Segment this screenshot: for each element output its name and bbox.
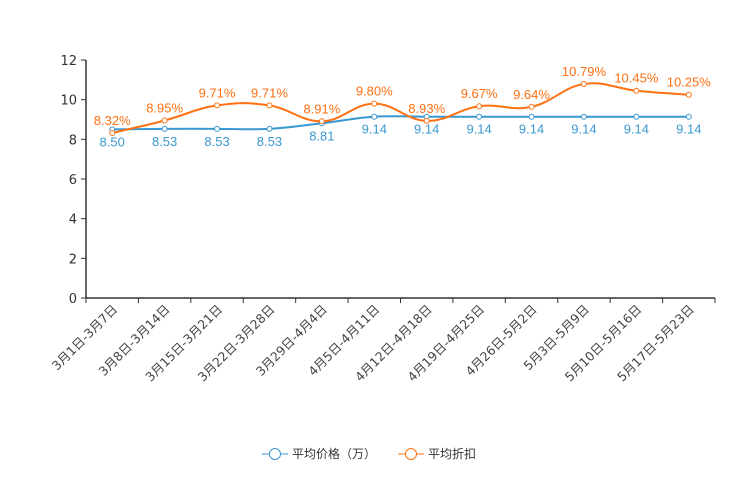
- data-point: [371, 100, 378, 107]
- data-label: 9.71%: [251, 85, 288, 100]
- data-point: [633, 87, 640, 94]
- data-point: [633, 113, 640, 120]
- data-label: 8.32%: [94, 113, 131, 128]
- legend-marker[interactable]: [405, 448, 417, 460]
- data-label: 8.81: [309, 128, 334, 143]
- data-label: 9.14: [519, 122, 544, 137]
- data-label: 8.53: [204, 134, 229, 149]
- data-point: [580, 113, 587, 120]
- y-tick-label: 4: [69, 213, 77, 228]
- data-label: 8.53: [257, 134, 282, 149]
- data-label: 8.91%: [303, 101, 340, 116]
- data-point: [266, 125, 273, 132]
- data-point: [266, 102, 273, 109]
- data-label: 9.80%: [356, 84, 393, 99]
- y-tick-label: 10: [60, 94, 77, 109]
- data-point: [318, 118, 325, 125]
- data-label: 9.67%: [461, 86, 498, 101]
- y-tick-label: 8: [69, 133, 77, 148]
- data-label: 10.25%: [667, 75, 712, 90]
- series-line: [112, 115, 689, 131]
- data-label: 9.14: [676, 122, 701, 137]
- data-point: [476, 113, 483, 120]
- data-point: [528, 103, 535, 110]
- data-point: [214, 125, 221, 132]
- data-label: 9.14: [571, 122, 596, 137]
- data-label: 9.71%: [199, 85, 236, 100]
- data-point: [371, 113, 378, 120]
- y-tick-label: 0: [69, 292, 77, 307]
- legend-marker[interactable]: [269, 448, 281, 460]
- data-point: [685, 113, 692, 120]
- data-label: 9.14: [362, 122, 387, 137]
- legend-label[interactable]: 平均价格（万）: [292, 446, 376, 461]
- data-label: 10.79%: [562, 64, 607, 79]
- data-point: [214, 102, 221, 109]
- y-tick-label: 2: [69, 252, 77, 267]
- data-point: [161, 125, 168, 132]
- data-label: 9.14: [414, 122, 439, 137]
- data-label: 9.64%: [513, 87, 550, 102]
- data-point: [476, 103, 483, 110]
- data-point: [580, 80, 587, 87]
- legend-label[interactable]: 平均折扣: [428, 446, 476, 461]
- data-label: 8.95%: [146, 100, 183, 115]
- data-label: 10.45%: [614, 71, 659, 86]
- series-line: [111, 82, 689, 134]
- data-point: [109, 129, 116, 136]
- y-tick-label: 6: [69, 173, 77, 188]
- data-point: [423, 117, 430, 124]
- data-point: [161, 117, 168, 124]
- data-label: 8.53: [152, 134, 177, 149]
- data-point: [685, 91, 692, 98]
- data-label: 9.14: [624, 122, 649, 137]
- data-label: 8.50: [100, 134, 125, 149]
- data-label: 8.93%: [408, 101, 445, 116]
- data-point: [528, 113, 535, 120]
- y-tick-label: 12: [60, 54, 77, 69]
- data-label: 9.14: [466, 122, 491, 137]
